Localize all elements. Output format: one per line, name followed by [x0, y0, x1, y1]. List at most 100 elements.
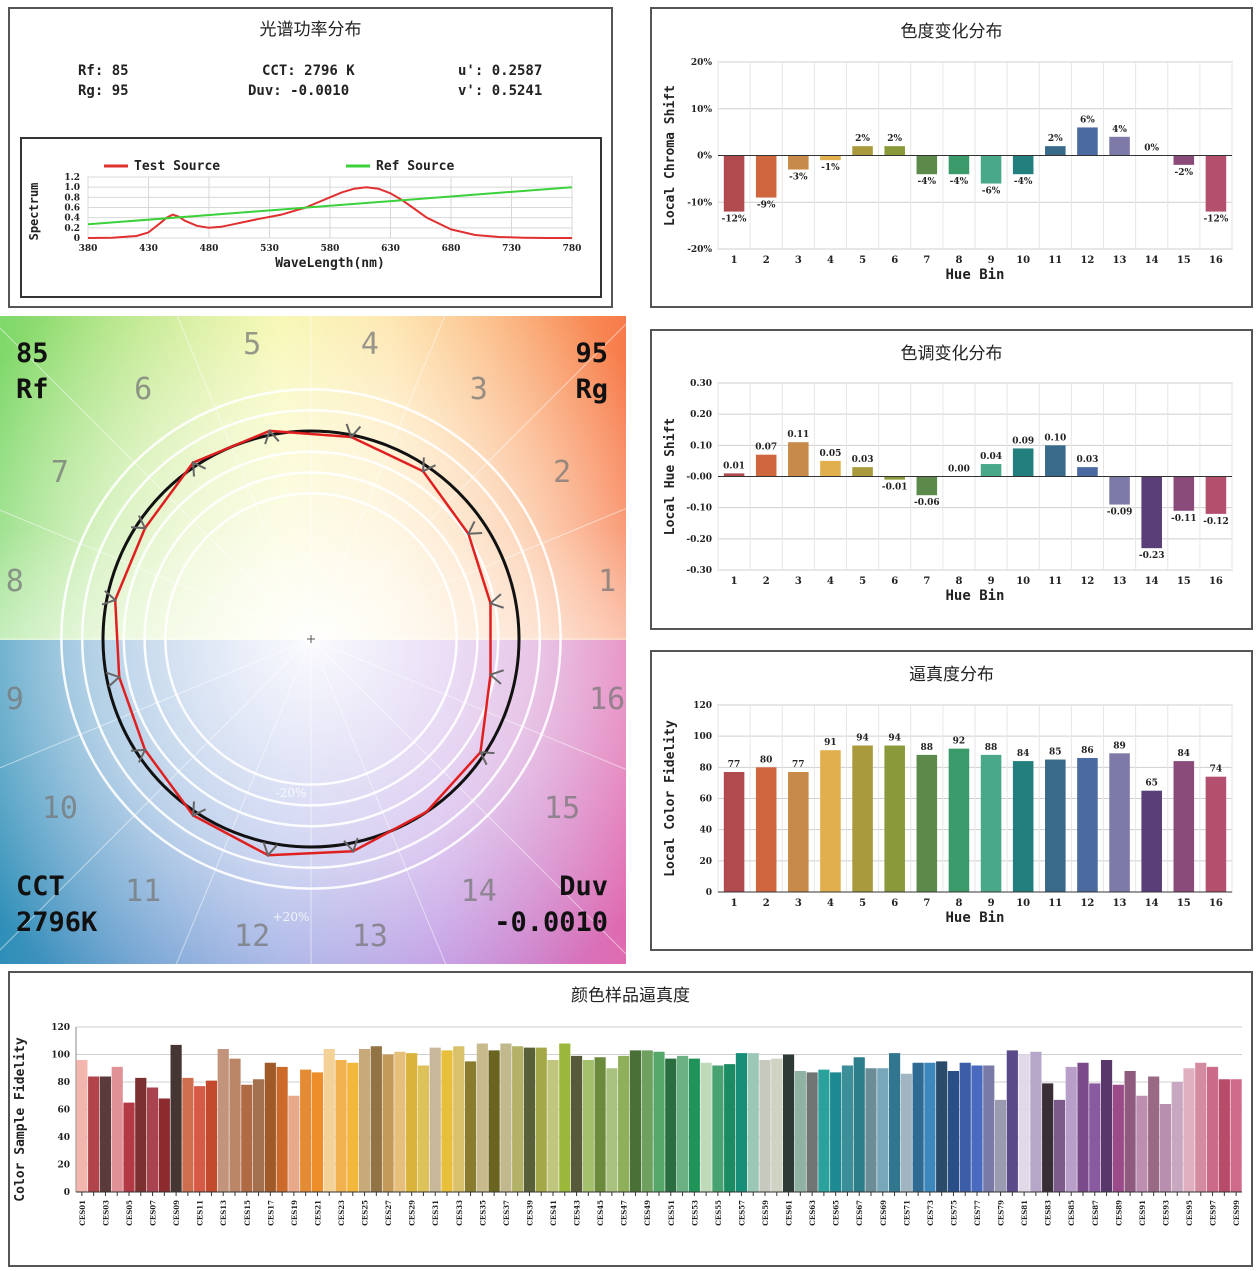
- bar: [1173, 476, 1195, 511]
- bar: [723, 772, 745, 892]
- data-label: 0.01: [723, 461, 745, 471]
- data-label: 86: [1081, 746, 1094, 756]
- sample-bar: [441, 1050, 453, 1192]
- bar: [820, 155, 841, 161]
- percent-ring: [80, 408, 542, 870]
- ring-label: -20%: [276, 786, 307, 800]
- sample-bar: [429, 1047, 441, 1192]
- bin-number-label: 16: [589, 682, 625, 717]
- spd-chart-box: 0 0.2 0.4 0.6 0.8 1.0 1.2 380 430 480 530 580 630 680…: [20, 137, 602, 298]
- legend-label: Test Source: [134, 159, 220, 174]
- sample-bar: [264, 1062, 276, 1192]
- x-tick-label: CES71: [902, 1200, 911, 1226]
- rg-metric: Rg: 95: [78, 83, 129, 99]
- cct-corner: CCT 2796K: [16, 869, 97, 941]
- data-label: -3%: [789, 173, 808, 183]
- y-tick-label: -0.30: [686, 566, 712, 576]
- bar: [916, 155, 938, 175]
- bin-spoke: [310, 638, 447, 964]
- sample-bar: [146, 1087, 159, 1192]
- sample-bar: [1077, 1062, 1089, 1192]
- y-tick-label: 1.2: [64, 173, 80, 183]
- sample-bar: [547, 1060, 559, 1192]
- data-label: -0.11: [1171, 514, 1197, 524]
- x-tick-label: 7: [923, 576, 930, 587]
- sample-bar: [276, 1066, 288, 1192]
- data-label: 0.09: [1012, 436, 1034, 446]
- bar: [884, 146, 905, 156]
- x-tick-label: CES59: [761, 1200, 770, 1226]
- x-tick-label: CES33: [455, 1200, 464, 1226]
- sample-bar: [288, 1095, 300, 1192]
- duv-corner: Duv -0.0010: [494, 869, 608, 941]
- sample-bar: [853, 1057, 865, 1192]
- sample-bar: [311, 1072, 324, 1192]
- x-tick-label: 6: [891, 255, 898, 266]
- x-tick-label: 4: [827, 898, 834, 909]
- data-label: 74: [1210, 765, 1223, 775]
- data-label: 0.04: [980, 452, 1002, 462]
- data-label: 94: [856, 734, 869, 744]
- sample-bar: [559, 1043, 571, 1192]
- x-tick-label: CES57: [737, 1200, 746, 1226]
- y-tick-label: 0.30: [690, 379, 712, 389]
- x-tick-label: CES91: [1138, 1200, 1147, 1226]
- x-tick-label: CES79: [997, 1200, 1006, 1226]
- sample-bar: [994, 1099, 1007, 1192]
- data-label: 77: [792, 760, 805, 770]
- hue-panel-title: 色调变化分布: [900, 344, 1003, 364]
- x-tick-label: 4: [827, 576, 834, 587]
- bin-spoke: [0, 327, 312, 640]
- x-tick-label: CES27: [384, 1200, 393, 1226]
- y-tick-label: -0.00: [686, 473, 712, 483]
- data-label: 88: [985, 743, 998, 753]
- x-tick-label: 15: [1177, 898, 1191, 909]
- sample-bar: [618, 1055, 630, 1192]
- y-tick-label: 40: [57, 1133, 70, 1143]
- sample-bar: [370, 1046, 382, 1192]
- sample-bar: [735, 1053, 748, 1192]
- x-tick-label: 9: [988, 576, 995, 587]
- sample-panel-title: 颜色样品逼真度: [571, 986, 690, 1006]
- data-label: 0.05: [819, 449, 841, 459]
- sample-bar: [747, 1053, 759, 1192]
- data-label: -1%: [821, 163, 840, 173]
- bar: [884, 476, 905, 480]
- x-tick-label: 6: [891, 898, 898, 909]
- shift-arrow: [488, 593, 505, 609]
- sample-bar: [1171, 1082, 1183, 1192]
- y-tick-label: 60: [57, 1106, 70, 1116]
- data-label: 0.10: [1044, 433, 1066, 443]
- x-tick-label: CES11: [196, 1200, 205, 1226]
- x-tick-label: CES43: [573, 1200, 582, 1226]
- bin-number-label: 11: [125, 874, 161, 909]
- x-tick-label: 2: [763, 898, 770, 909]
- sample-bar: [512, 1046, 524, 1192]
- y-tick-label: 120: [51, 1023, 70, 1033]
- percent-ring: [60, 388, 562, 890]
- x-tick-label: CES25: [361, 1200, 370, 1226]
- data-label: -4%: [950, 177, 969, 187]
- x-tick-label: 10: [1016, 255, 1030, 266]
- x-tick-label: CES17: [266, 1200, 275, 1226]
- sample-bar: [464, 1061, 477, 1192]
- hue-chart: -0.30 -0.20 -0.10 -0.00 0.10 0.20 0.30 0.01 1 0.0…: [663, 379, 1233, 604]
- shift-arrow: [345, 423, 362, 439]
- x-tick-label: 2: [763, 255, 770, 266]
- sample-bar: [594, 1057, 606, 1192]
- bar: [1173, 761, 1195, 892]
- x-tick-label: CES53: [690, 1200, 699, 1226]
- sample-bar: [1089, 1083, 1101, 1192]
- y-tick-label: -10%: [687, 198, 712, 208]
- sample-bar: [1183, 1068, 1195, 1192]
- bar: [788, 442, 809, 477]
- x-tick-label: CES81: [1020, 1200, 1029, 1226]
- x-tick-label: 480: [200, 244, 219, 254]
- bin-number-label: 2: [553, 455, 571, 490]
- percent-ring: [122, 450, 500, 828]
- y-tick-label: 0.8: [64, 193, 80, 203]
- sample-bar: [641, 1050, 653, 1192]
- y-tick-label: 20: [699, 857, 712, 867]
- sample-bar: [1006, 1050, 1018, 1192]
- x-tick-label: 380: [79, 244, 98, 254]
